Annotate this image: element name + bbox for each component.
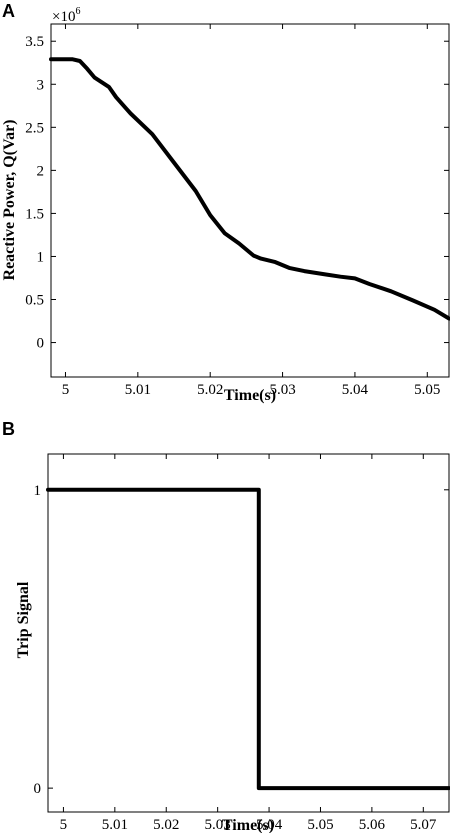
x-tick-label: 5.05 (307, 817, 333, 833)
x-tick-label: 5.03 (205, 817, 231, 833)
plot-a-frame (50, 23, 450, 378)
plot-b-ticks (48, 454, 449, 812)
panel-a: A ×106 5 5.01 5.02 5.03 5.04 5.05 0 0.5 1 1.5 2 2.5… (1, 1, 450, 404)
panel-b-label: B (2, 419, 15, 439)
y-tick-label: 2 (37, 163, 45, 179)
trip-signal-series (46, 487, 450, 791)
x-tick-label: 5.01 (102, 817, 128, 833)
exponent-power: 6 (75, 6, 80, 17)
y-tick-label: 1 (34, 483, 42, 499)
x-tick-label: 5.04 (342, 382, 369, 398)
x-axis-label-a: Time(s) (224, 387, 276, 404)
y-tick-label: 3.5 (25, 34, 44, 50)
panel-a-label: A (2, 1, 15, 21)
x-tick-label: 5.03 (269, 382, 295, 398)
x-tick-label: 5 (60, 817, 68, 833)
y-axis-label-a: Reactive Power, Q(Var) (1, 120, 18, 281)
plot-b-tick-labels: 5 5.01 5.02 5.03 5.04 5.05 5.06 5.07 0 1 (34, 483, 437, 833)
x-tick-label: 5.01 (125, 382, 151, 398)
plot-a-tick-labels: 5 5.01 5.02 5.03 5.04 5.05 0 0.5 1 1.5 2 2.5 3 3.5 (25, 34, 440, 398)
exponent-label: ×106 (52, 6, 80, 25)
y-tick-label: 0.5 (25, 293, 44, 309)
x-axis-label-b: Time(s) (222, 817, 274, 833)
x-tick-label: 5.07 (410, 817, 437, 833)
x-tick-label: 5.06 (359, 817, 386, 833)
x-tick-label: 5.04 (256, 817, 283, 833)
exponent-base: ×10 (52, 9, 75, 25)
panel-b: B 5 5.01 5.02 5.03 5.04 5.05 5.06 5.07 0 1 Time(s… (2, 419, 450, 833)
x-tick-label: 5.05 (414, 382, 440, 398)
y-tick-label: 3 (37, 77, 45, 93)
x-tick-label: 5.02 (153, 817, 179, 833)
y-tick-label: 0 (37, 336, 45, 352)
x-tick-label: 5.02 (197, 382, 223, 398)
reactive-power-series (49, 57, 450, 321)
plot-b-frame (47, 453, 450, 813)
y-tick-label: 2.5 (25, 120, 44, 136)
plot-a-ticks (51, 24, 449, 377)
y-axis-label-b: Trip Signal (15, 581, 32, 658)
y-tick-label: 1 (37, 249, 45, 265)
x-tick-label: 5 (62, 382, 70, 398)
y-tick-label: 1.5 (25, 206, 44, 222)
y-tick-label: 0 (34, 781, 42, 797)
